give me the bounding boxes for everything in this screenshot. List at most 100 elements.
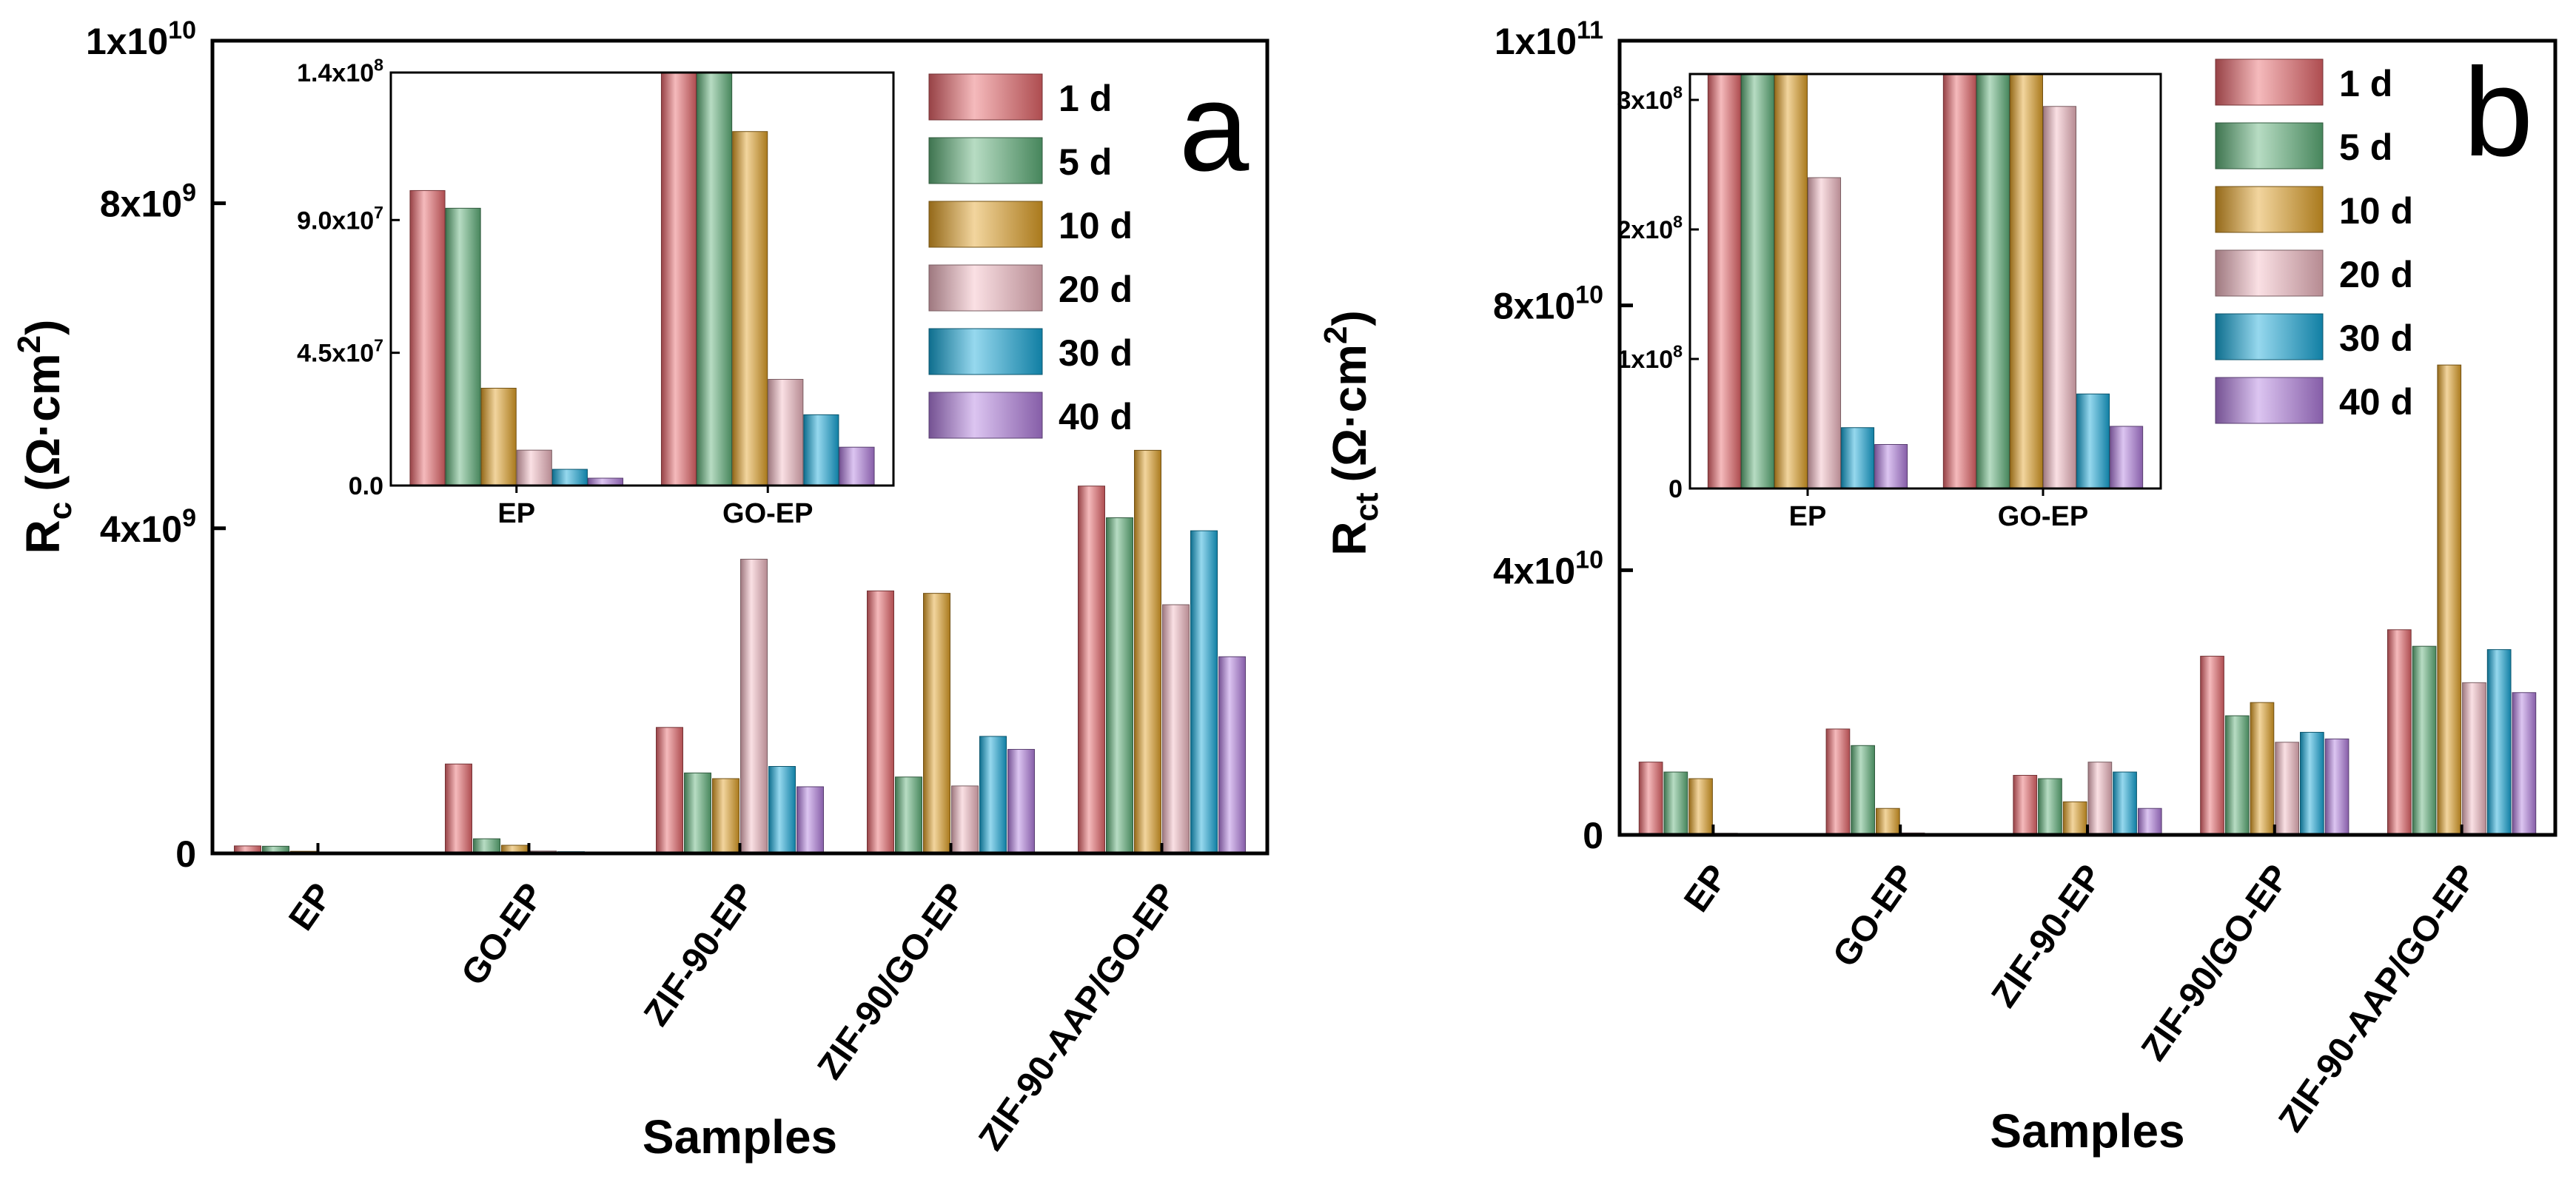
main-bar [713,779,739,853]
inset-y-tick-label: 1.4x108 [297,56,383,87]
main-bar [1008,749,1035,853]
main-bar [2138,808,2161,835]
main-bar [2275,742,2299,835]
main-bar [1639,762,1663,835]
legend-swatch [929,392,1042,438]
y-tick-label: 1x1010 [86,16,196,62]
inset-y-tick-label-exponent: 8 [1673,83,1683,102]
y-tick-label: 8x109 [100,179,196,225]
inset-bar [768,380,803,486]
inset-bar [1875,445,1908,489]
x-tick-label: ZIF-90-EP [1985,858,2110,1015]
legend-swatch [2216,377,2323,423]
y-tick-label: 4x109 [100,504,196,550]
inset-bar [1741,74,1774,488]
y-tick-label: 8x1010 [1493,281,1603,327]
main-bar [1664,772,1688,835]
y-tick-label: 0 [175,833,196,875]
inset-y-tick-label-mantissa: 4.5x10 [297,340,374,368]
inset-y-tick-label-exponent: 7 [374,203,383,222]
inset-y-tick-label-mantissa: 1.4x10 [297,59,374,87]
main-bar [657,728,683,853]
y-tick-label: 0 [1583,815,1603,856]
inset-bar [2077,394,2110,488]
main-bar [797,787,824,853]
inset-bar [661,73,696,486]
main-bar [980,736,1007,853]
legend-swatch [2216,314,2323,360]
y-axis-label-close: ) [1323,310,1376,326]
x-tick-label: GO-EP [454,876,551,993]
inset-bar [481,388,516,486]
y-axis-label: Rc(Ω·cm2) [11,320,78,554]
legend-label: 1 d [1059,78,1112,119]
inset-x-tick-label: EP [1789,501,1827,532]
legend-swatch [929,329,1042,375]
main-bar [2438,365,2461,835]
main-bar [1826,729,1850,835]
legend-label: 5 d [2339,127,2392,168]
main-bar [2325,739,2349,835]
legend-label: 20 d [1059,269,1133,310]
main-bar [952,786,979,853]
inset-y-tick-label-exponent: 8 [1673,342,1683,361]
main-bar [474,839,500,853]
legend-label: 20 d [2339,254,2413,295]
y-tick-label-exponent: 10 [1575,545,1603,574]
x-tick-label: EP [1677,858,1736,919]
main-bar [2387,630,2411,835]
y-tick-label-exponent: 10 [168,16,196,44]
main-bar [1689,779,1713,835]
inset-bar [1774,74,1807,488]
legend-label: 40 d [2339,381,2413,423]
main-bar [2301,732,2324,835]
legend-swatch [929,201,1042,247]
inset-x-tick-label: EP [497,498,535,529]
x-tick-label: GO-EP [1825,858,1923,974]
x-tick-label: ZIF-90/GO-EP [2134,858,2298,1068]
y-tick-label-mantissa: 0 [1583,815,1603,856]
y-axis-label-main: R [16,520,70,554]
x-tick-label: ZIF-90/GO-EP [811,876,974,1087]
main-bar [1219,657,1246,853]
inset-bar [804,414,839,486]
y-axis-label-superscript: 2 [1318,326,1354,344]
y-axis-label-subscript: ct [1349,492,1385,521]
legend-label: 1 d [2339,63,2392,104]
x-tick-label: ZIF-90-AAP/GO-EP [2271,858,2484,1139]
legend-swatch [929,74,1042,120]
y-tick-label-mantissa: 8x10 [100,184,182,225]
legend-label: 30 d [1059,332,1133,374]
inset-bar [1708,74,1740,488]
main-bar [2201,657,2224,835]
y-tick-label-mantissa: 8x10 [1493,286,1575,327]
y-axis-label-main: R [1323,522,1376,556]
main-bar [1191,531,1218,853]
y-axis-label: Rct (Ω·cm2) [1318,310,1385,556]
main-bar [2088,762,2112,835]
y-tick-label-exponent: 11 [1577,16,1603,44]
y-tick-label: 1x1011 [1495,16,1603,62]
main-bar [1107,518,1133,853]
main-bar [924,594,950,853]
inset-y-tick-label-mantissa: 2x10 [1617,216,1674,244]
y-tick-label-exponent: 10 [1575,281,1603,309]
inset-y-tick-label-exponent: 8 [374,56,383,75]
legend-swatch [2216,187,2323,232]
y-axis-label-unit: (Ω·cm [16,353,70,491]
main-bar [2063,802,2087,835]
y-axis-label-unit: (Ω·cm [1323,344,1376,482]
main-bar [2250,702,2274,835]
y-axis-label-superscript: 2 [11,335,47,353]
inset-bar [733,132,768,486]
legend-label: 10 d [1059,205,1133,246]
main-bar [2487,650,2511,835]
inset-bar [1808,178,1841,488]
inset-y-tick-label-mantissa: 1x10 [1617,346,1674,374]
main-bar [896,777,922,853]
y-tick-label-exponent: 9 [182,179,196,207]
